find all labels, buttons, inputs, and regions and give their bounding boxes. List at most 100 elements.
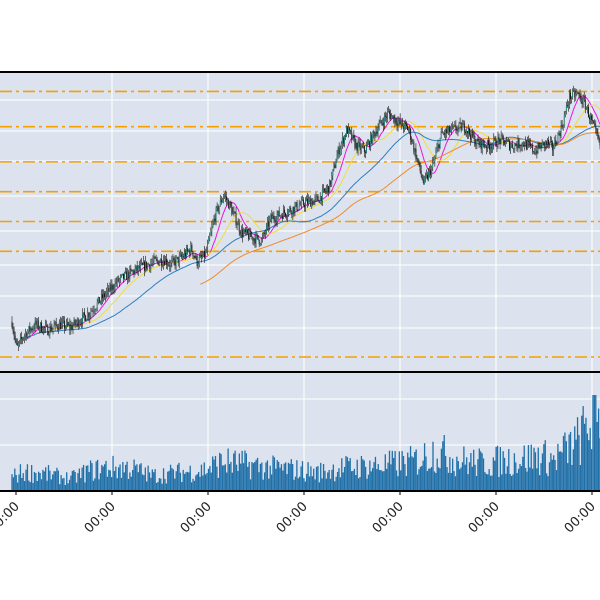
volume-bar <box>428 468 430 491</box>
volume-bar <box>362 459 364 491</box>
volume-bar <box>590 449 593 491</box>
volume-bar <box>503 457 506 491</box>
candle-body <box>28 326 30 332</box>
volume-bar <box>411 456 413 491</box>
candle-body <box>490 146 492 150</box>
candle-body <box>227 200 229 201</box>
candle-body <box>573 90 575 92</box>
volume-bar <box>36 481 38 491</box>
volume-bar <box>210 472 212 491</box>
candle-body <box>152 260 154 263</box>
volume-bar <box>548 462 551 491</box>
volume-bar <box>457 461 459 491</box>
candle-body <box>224 195 225 197</box>
volume-bar <box>273 457 276 491</box>
candle-body <box>193 255 195 257</box>
candle-body <box>80 322 82 324</box>
candle-body <box>57 328 59 330</box>
volume-bar <box>158 478 161 491</box>
candle-body <box>232 211 234 215</box>
candle-body <box>133 270 135 274</box>
volume-bar <box>560 451 562 491</box>
volume-bar <box>433 471 436 491</box>
candle-body <box>29 326 31 332</box>
candle-body <box>217 205 219 212</box>
candle-body <box>422 179 424 184</box>
candle-body <box>557 133 559 145</box>
candle-body <box>553 148 555 151</box>
volume-bar <box>325 478 327 491</box>
volume-bar <box>133 459 135 491</box>
candle-body <box>392 115 394 117</box>
volume-bar <box>230 461 232 491</box>
candle-body <box>124 272 126 279</box>
candle-body <box>173 258 175 261</box>
candle-body <box>513 148 515 150</box>
volume-bar <box>137 472 139 491</box>
volume-bar <box>87 465 89 491</box>
candle-body <box>143 261 144 265</box>
candle-body <box>325 190 326 192</box>
volume-bar <box>467 474 469 491</box>
volume-bar <box>480 451 482 491</box>
volume-bar <box>299 476 301 491</box>
candle-body <box>571 97 573 100</box>
candle-body <box>477 138 479 142</box>
candle-body <box>494 138 496 139</box>
candle-body <box>63 320 64 322</box>
candle-body <box>45 324 47 328</box>
volume-bar <box>294 476 297 491</box>
volume-bar <box>182 469 184 491</box>
volume-bar <box>345 456 347 491</box>
candle-body <box>504 143 506 146</box>
candle-body <box>425 174 427 177</box>
candle-body <box>363 145 365 153</box>
candle-body <box>137 265 139 271</box>
candle-body <box>289 207 291 210</box>
volume-bar <box>372 468 374 491</box>
candle-body <box>397 121 399 126</box>
candle-body <box>78 323 80 327</box>
volume-bar <box>89 460 92 491</box>
candle-body <box>563 115 565 126</box>
candle-body <box>361 146 363 148</box>
volume-bar <box>235 464 238 491</box>
candle-body <box>562 125 564 128</box>
volume-bar <box>586 433 589 491</box>
volume-bar <box>172 469 175 491</box>
candle-body <box>165 258 167 265</box>
volume-bar <box>296 460 298 491</box>
volume-bar <box>81 467 83 491</box>
candle-body <box>432 162 434 168</box>
volume-bar <box>57 470 59 491</box>
moving-average-ma-long <box>200 132 600 285</box>
volume-bar <box>75 482 78 491</box>
candle-body <box>358 142 360 144</box>
candle-body <box>103 293 104 299</box>
volume-bar <box>254 461 256 491</box>
candle-body <box>415 148 417 160</box>
candle-body <box>71 325 73 330</box>
candle-body <box>473 135 475 137</box>
candle-body <box>532 144 534 152</box>
volume-bar <box>496 445 499 491</box>
volume-bar <box>206 472 208 491</box>
volume-bar <box>300 466 302 491</box>
volume-bar <box>343 466 346 491</box>
volume-bar <box>209 466 211 491</box>
candle-body <box>50 326 52 332</box>
candle-body <box>595 125 597 129</box>
candle-body <box>94 310 96 311</box>
candle-body <box>134 269 136 274</box>
volume-bar <box>261 462 263 491</box>
volume-bar <box>96 459 99 491</box>
volume-bar <box>466 457 468 491</box>
volume-bar <box>387 462 389 491</box>
candle-body <box>125 271 127 273</box>
volume-bar <box>421 465 423 491</box>
candle-body <box>488 140 489 145</box>
volume-bar <box>202 475 204 491</box>
candle-body <box>343 135 345 144</box>
candle-body <box>319 196 321 203</box>
candle-body <box>492 144 494 149</box>
